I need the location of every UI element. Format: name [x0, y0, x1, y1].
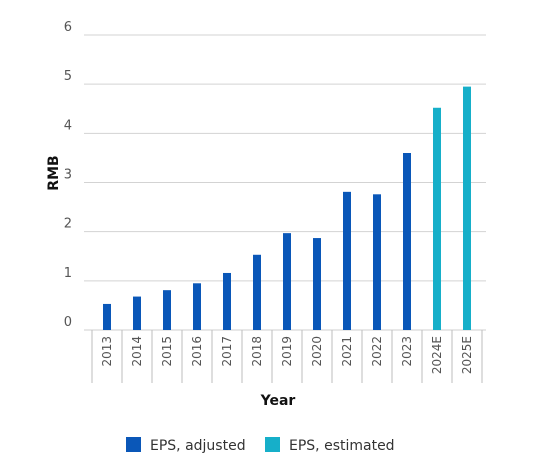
legend-item-estimated: EPS, estimated: [265, 437, 395, 454]
x-tick-label: 2018: [250, 336, 264, 367]
y-tick-label: 3: [64, 168, 72, 183]
legend-swatch-estimated: [265, 437, 280, 452]
y-tick-label: 0: [64, 315, 72, 330]
bar-2017: [223, 272, 231, 330]
bar-2013: [103, 303, 111, 330]
legend-swatch-adjusted: [126, 437, 141, 452]
bar-2020: [313, 238, 321, 330]
bar-2025e: [463, 86, 471, 330]
bar-2019: [283, 233, 291, 330]
y-axis-title: RMB: [46, 155, 62, 190]
y-tick-labels: 0 1 2 3 4 5 6: [64, 20, 72, 330]
x-tick-label: 2023: [400, 336, 414, 367]
bars: [103, 86, 471, 331]
x-tick-label: 2016: [190, 336, 204, 367]
bar-2016: [193, 283, 201, 330]
bar-2021: [343, 191, 351, 330]
x-tick-label: 2020: [310, 336, 324, 367]
y-tick-label: 5: [64, 69, 72, 84]
category-dividers: [91, 330, 483, 383]
x-axis-title: Year: [260, 393, 296, 409]
y-tick-label: 4: [64, 118, 72, 133]
y-tick-label: 1: [64, 266, 72, 281]
x-tick-label: 2015: [160, 336, 174, 367]
x-tick-label: 2017: [220, 336, 234, 367]
legend-label-estimated: EPS, estimated: [289, 438, 395, 454]
y-tick-label: 2: [64, 217, 72, 232]
bar-2023: [403, 153, 411, 330]
bar-2018: [253, 254, 261, 330]
y-tick-label: 6: [64, 20, 72, 35]
bar-2015: [163, 290, 171, 330]
bar-2024e: [433, 107, 441, 331]
x-tick-labels: 2013 2014 2015 2016 2017 2018 2019 2020 2021 2022…: [100, 336, 474, 374]
bar-2022: [373, 194, 381, 330]
legend-item-adjusted: EPS, adjusted: [126, 437, 246, 454]
x-tick-label: 2019: [280, 336, 294, 367]
legend: EPS, adjusted EPS, estimated: [126, 437, 395, 454]
x-tick-label: 2024E: [430, 336, 444, 374]
x-tick-label: 2022: [370, 336, 384, 367]
x-tick-label: 2021: [340, 336, 354, 367]
bar-2014: [133, 296, 141, 330]
legend-label-adjusted: EPS, adjusted: [150, 438, 246, 454]
x-tick-label: 2014: [130, 336, 144, 367]
gridlines: [84, 34, 486, 331]
x-tick-label: 2013: [100, 336, 114, 367]
x-tick-label: 2025E: [460, 336, 474, 374]
